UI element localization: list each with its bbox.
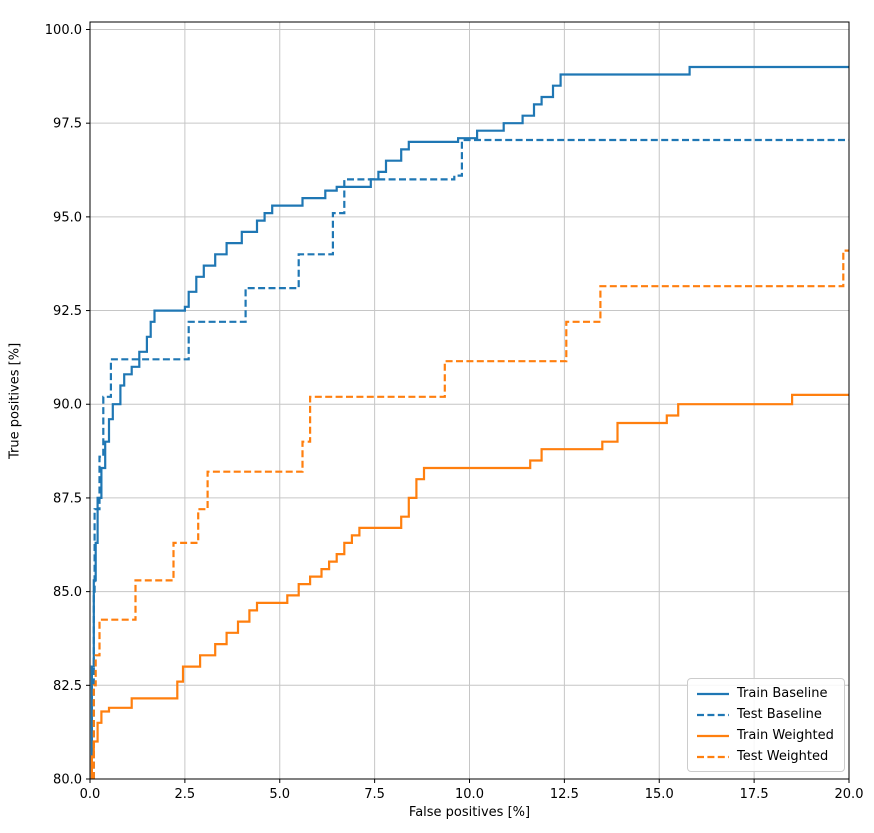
series-line-train-baseline bbox=[90, 65, 849, 779]
x-tick-label: 2.5 bbox=[175, 787, 196, 802]
legend-label-test-baseline: Test Baseline bbox=[737, 707, 822, 722]
legend-item-test-weighted: Test Weighted bbox=[697, 749, 834, 764]
y-tick-label: 97.5 bbox=[53, 117, 82, 132]
legend-item-train-baseline: Train Baseline bbox=[697, 686, 834, 701]
legend-line-sample-test-weighted bbox=[697, 755, 729, 758]
x-tick-label: 5.0 bbox=[269, 787, 290, 802]
y-axis-label: True positives [%] bbox=[7, 342, 23, 459]
x-tick-label: 15.0 bbox=[645, 787, 674, 802]
legend-item-test-baseline: Test Baseline bbox=[697, 707, 834, 722]
legend-label-train-baseline: Train Baseline bbox=[737, 686, 828, 701]
x-tick-label: 20.0 bbox=[835, 787, 864, 802]
series-line-test-baseline bbox=[92, 138, 849, 779]
y-tick-label: 82.5 bbox=[53, 679, 82, 694]
legend: Train Baseline Test Baseline Train Weighte… bbox=[687, 678, 845, 772]
legend-label-train-weighted: Train Weighted bbox=[737, 728, 834, 743]
x-axis-label: False positives [%] bbox=[408, 805, 531, 820]
y-tick-label: 87.5 bbox=[53, 491, 82, 506]
legend-label-test-weighted: Test Weighted bbox=[737, 749, 829, 764]
series-line-test-weighted bbox=[92, 249, 849, 779]
y-tick-label: 90.0 bbox=[53, 398, 82, 413]
y-tick-label: 95.0 bbox=[53, 210, 82, 225]
legend-line-sample-train-baseline bbox=[697, 692, 729, 695]
legend-item-train-weighted: Train Weighted bbox=[697, 728, 834, 743]
y-tick-label: 92.5 bbox=[53, 304, 82, 319]
legend-line-sample-train-weighted bbox=[697, 734, 729, 737]
y-tick-label: 85.0 bbox=[53, 585, 82, 600]
y-tick-label: 100.0 bbox=[45, 23, 82, 38]
series-line-train-weighted bbox=[90, 393, 849, 779]
x-tick-label: 10.0 bbox=[455, 787, 484, 802]
x-tick-label: 12.5 bbox=[550, 787, 579, 802]
legend-line-sample-test-baseline bbox=[697, 713, 729, 716]
x-tick-label: 0.0 bbox=[80, 787, 101, 802]
x-tick-label: 7.5 bbox=[364, 787, 385, 802]
y-tick-label: 80.0 bbox=[53, 773, 82, 788]
x-tick-label: 17.5 bbox=[740, 787, 769, 802]
